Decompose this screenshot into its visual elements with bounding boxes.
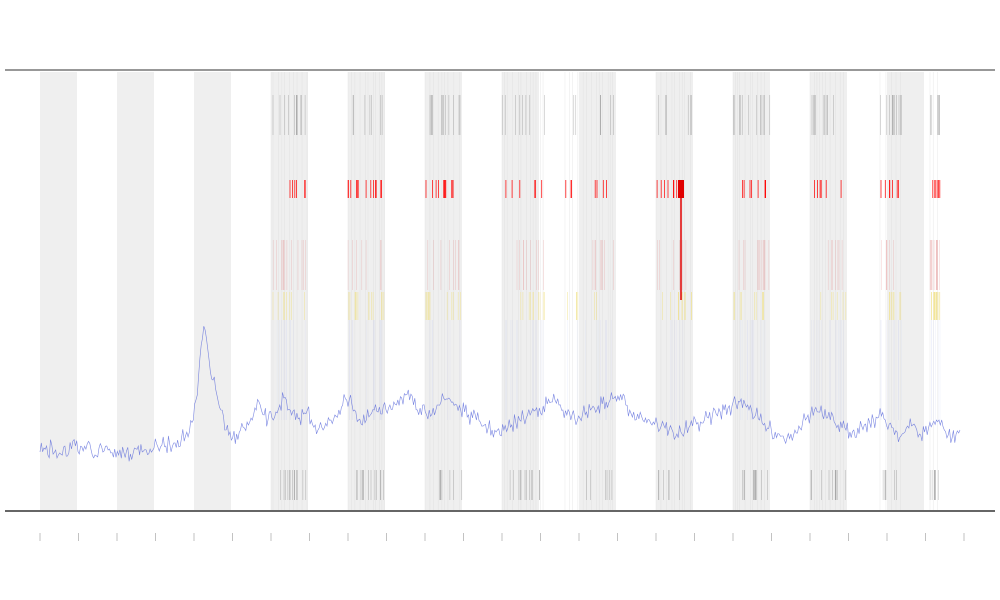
shaded-band-5	[425, 72, 462, 510]
event-zones	[270, 72, 941, 510]
shaded-band-9	[733, 72, 770, 510]
legend-label	[23, 481, 43, 491]
series-line	[39, 326, 961, 462]
x-axis-ticks	[39, 533, 965, 541]
shaded-band-7	[579, 72, 616, 510]
shaded-band-0	[40, 72, 77, 510]
series-line-0	[39, 326, 961, 462]
shaded-band-10	[810, 72, 847, 510]
shaded-band-6	[502, 72, 539, 510]
shaded-band-4	[348, 72, 385, 510]
event-marker-peak	[678, 180, 684, 198]
y-axis-label	[0, 270, 12, 310]
shaded-band-11	[887, 72, 924, 510]
shaded-band-1	[117, 72, 154, 510]
shaded-bands	[40, 72, 924, 510]
shaded-band-2	[194, 72, 231, 510]
shaded-band-8	[656, 72, 693, 510]
x-axis-label	[496, 567, 506, 575]
